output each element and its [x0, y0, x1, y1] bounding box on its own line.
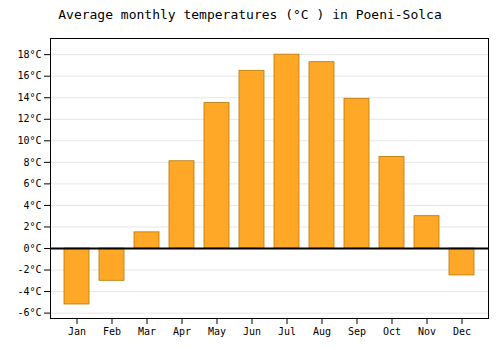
svg-text:Dec: Dec: [453, 326, 471, 337]
svg-text:8°C: 8°C: [23, 157, 41, 168]
svg-text:2°C: 2°C: [23, 221, 41, 232]
svg-text:0°C: 0°C: [23, 243, 41, 254]
svg-text:May: May: [208, 326, 226, 337]
svg-text:Apr: Apr: [173, 326, 191, 337]
svg-text:Nov: Nov: [418, 326, 436, 337]
svg-text:18°C: 18°C: [17, 49, 41, 60]
svg-text:Jun: Jun: [243, 326, 261, 337]
svg-text:Sep: Sep: [348, 326, 366, 337]
svg-text:-6°C: -6°C: [17, 307, 41, 318]
svg-text:14°C: 14°C: [17, 92, 41, 103]
svg-text:Mar: Mar: [138, 326, 156, 337]
svg-text:4°C: 4°C: [23, 200, 41, 211]
svg-text:Feb: Feb: [103, 326, 121, 337]
svg-text:Aug: Aug: [313, 326, 331, 337]
svg-text:-2°C: -2°C: [17, 264, 41, 275]
svg-text:Oct: Oct: [383, 326, 401, 337]
svg-text:Jul: Jul: [278, 326, 296, 337]
html-text:Average monthly temperatures (: Average monthly temperatures (°C ) in Po…: [58, 7, 442, 22]
svg-text:12°C: 12°C: [17, 113, 41, 124]
svg-text:-4°C: -4°C: [17, 286, 41, 297]
svg-text:6°C: 6°C: [23, 178, 41, 189]
svg-text:10°C: 10°C: [17, 135, 41, 146]
svg-text:Jan: Jan: [68, 326, 86, 337]
svg-text:16°C: 16°C: [17, 70, 41, 81]
